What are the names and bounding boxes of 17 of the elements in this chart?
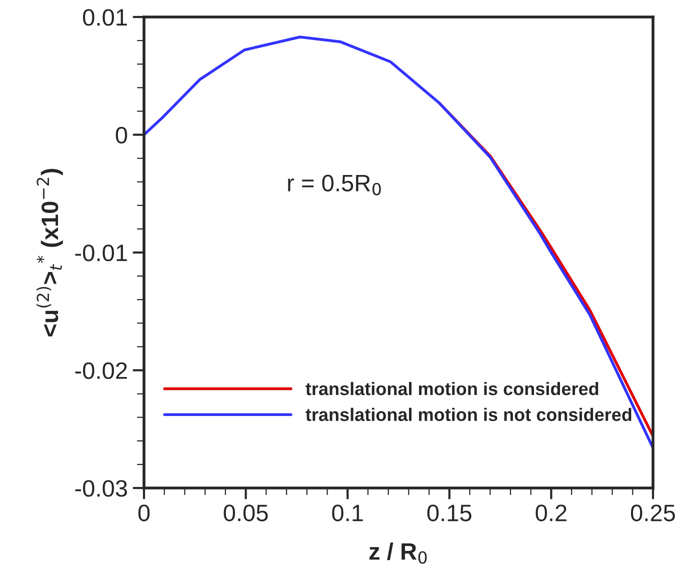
x-tick-label: 0.25: [630, 504, 675, 522]
x-tick-label: 0.15: [427, 504, 472, 522]
y-axis-title: <u$^{(2)}$>$_{t}$$^{*}$ (x10$^{−2}$): [36, 168, 63, 336]
x-axis-title: z / R$_{0}$: [369, 542, 427, 564]
x-tick-label: 0.1: [332, 504, 363, 522]
y-tick-label: 0.01: [83, 9, 127, 26]
y-tick-label: -0.01: [75, 244, 127, 262]
x-tick-label: 0.2: [536, 504, 566, 522]
y-tick-label: -0.03: [75, 480, 127, 497]
line-series: [144, 36, 653, 450]
series-label: translational motion is not considered: [306, 408, 632, 422]
annotation: r = 0.5R$_{0}$: [288, 174, 381, 196]
y-tick-label: -0.02: [75, 362, 127, 380]
series-label: translational motion is considered: [306, 382, 598, 396]
y-tick-label: 0: [116, 126, 128, 144]
x-tick-label: 0: [138, 504, 150, 522]
x-tick-label: 0.05: [224, 504, 268, 522]
